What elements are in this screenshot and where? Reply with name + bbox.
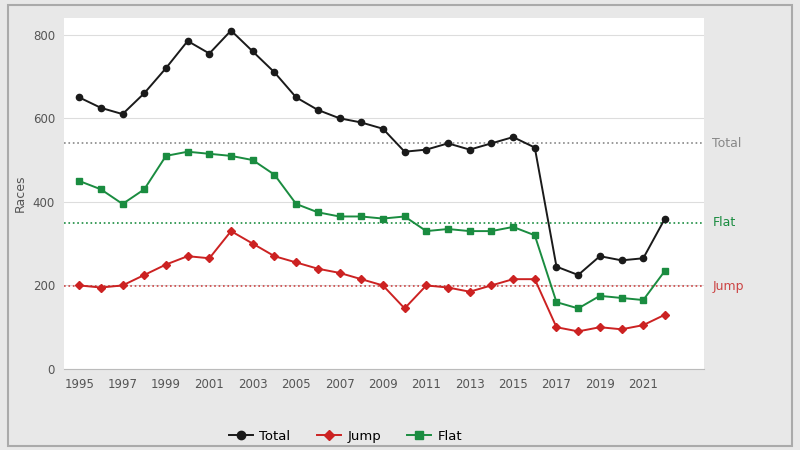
Line: Flat: Flat (76, 148, 668, 311)
Total (552, 264, 562, 269)
Total (530, 145, 539, 150)
Flat (226, 153, 236, 158)
Total (422, 147, 431, 152)
Flat (183, 149, 193, 154)
Jump (400, 306, 410, 311)
Jump (530, 276, 539, 282)
Total (291, 94, 301, 100)
Jump (378, 283, 388, 288)
Jump (508, 276, 518, 282)
Jump (74, 283, 84, 288)
Flat (291, 201, 301, 207)
Total (508, 135, 518, 140)
Flat (595, 293, 605, 299)
Jump (617, 327, 626, 332)
Jump (139, 272, 149, 278)
Text: Total: Total (712, 137, 742, 150)
Total (617, 258, 626, 263)
Flat (248, 158, 258, 163)
Jump (465, 289, 474, 294)
Y-axis label: Races: Races (14, 175, 27, 212)
Total (74, 94, 84, 100)
Text: Flat: Flat (712, 216, 735, 229)
Flat (486, 229, 496, 234)
Total (357, 120, 366, 125)
Total (183, 38, 193, 44)
Flat (638, 297, 648, 303)
Flat (617, 295, 626, 301)
Jump (183, 253, 193, 259)
Jump (574, 328, 583, 334)
Total (465, 147, 474, 152)
Total (574, 272, 583, 278)
Flat (422, 229, 431, 234)
Flat (574, 306, 583, 311)
Flat (74, 178, 84, 184)
Jump (226, 229, 236, 234)
Total (139, 90, 149, 96)
Line: Total: Total (76, 27, 668, 278)
Total (486, 141, 496, 146)
Jump (248, 241, 258, 246)
Flat (161, 153, 170, 158)
Flat (552, 299, 562, 305)
Jump (486, 283, 496, 288)
Total (660, 216, 670, 221)
Total (638, 256, 648, 261)
Jump (422, 283, 431, 288)
Jump (552, 324, 562, 330)
Total (226, 28, 236, 33)
Legend: Total, Jump, Flat: Total, Jump, Flat (224, 425, 467, 448)
Flat (334, 214, 344, 219)
Total (118, 112, 127, 117)
Jump (660, 312, 670, 317)
Total (96, 105, 106, 111)
Total (595, 253, 605, 259)
Flat (443, 226, 453, 232)
Flat (205, 151, 214, 157)
Jump (270, 253, 279, 259)
Jump (443, 285, 453, 290)
Flat (118, 201, 127, 207)
Flat (313, 210, 322, 215)
Flat (465, 229, 474, 234)
Total (161, 65, 170, 71)
Flat (660, 268, 670, 274)
Jump (595, 324, 605, 330)
Total (378, 126, 388, 131)
Line: Jump: Jump (77, 228, 668, 334)
Flat (270, 172, 279, 177)
Jump (357, 276, 366, 282)
Text: Jump: Jump (712, 280, 744, 293)
Flat (400, 214, 410, 219)
Total (400, 149, 410, 154)
Jump (313, 266, 322, 271)
Total (443, 141, 453, 146)
Jump (161, 262, 170, 267)
Flat (378, 216, 388, 221)
Jump (334, 270, 344, 275)
Flat (357, 214, 366, 219)
Jump (96, 285, 106, 290)
Flat (96, 187, 106, 192)
Total (248, 49, 258, 54)
Flat (139, 187, 149, 192)
Flat (508, 224, 518, 230)
Total (205, 51, 214, 56)
Total (270, 70, 279, 75)
Total (334, 116, 344, 121)
Jump (205, 256, 214, 261)
Jump (291, 260, 301, 265)
Flat (530, 233, 539, 238)
Jump (638, 323, 648, 328)
Jump (118, 283, 127, 288)
Total (313, 107, 322, 112)
